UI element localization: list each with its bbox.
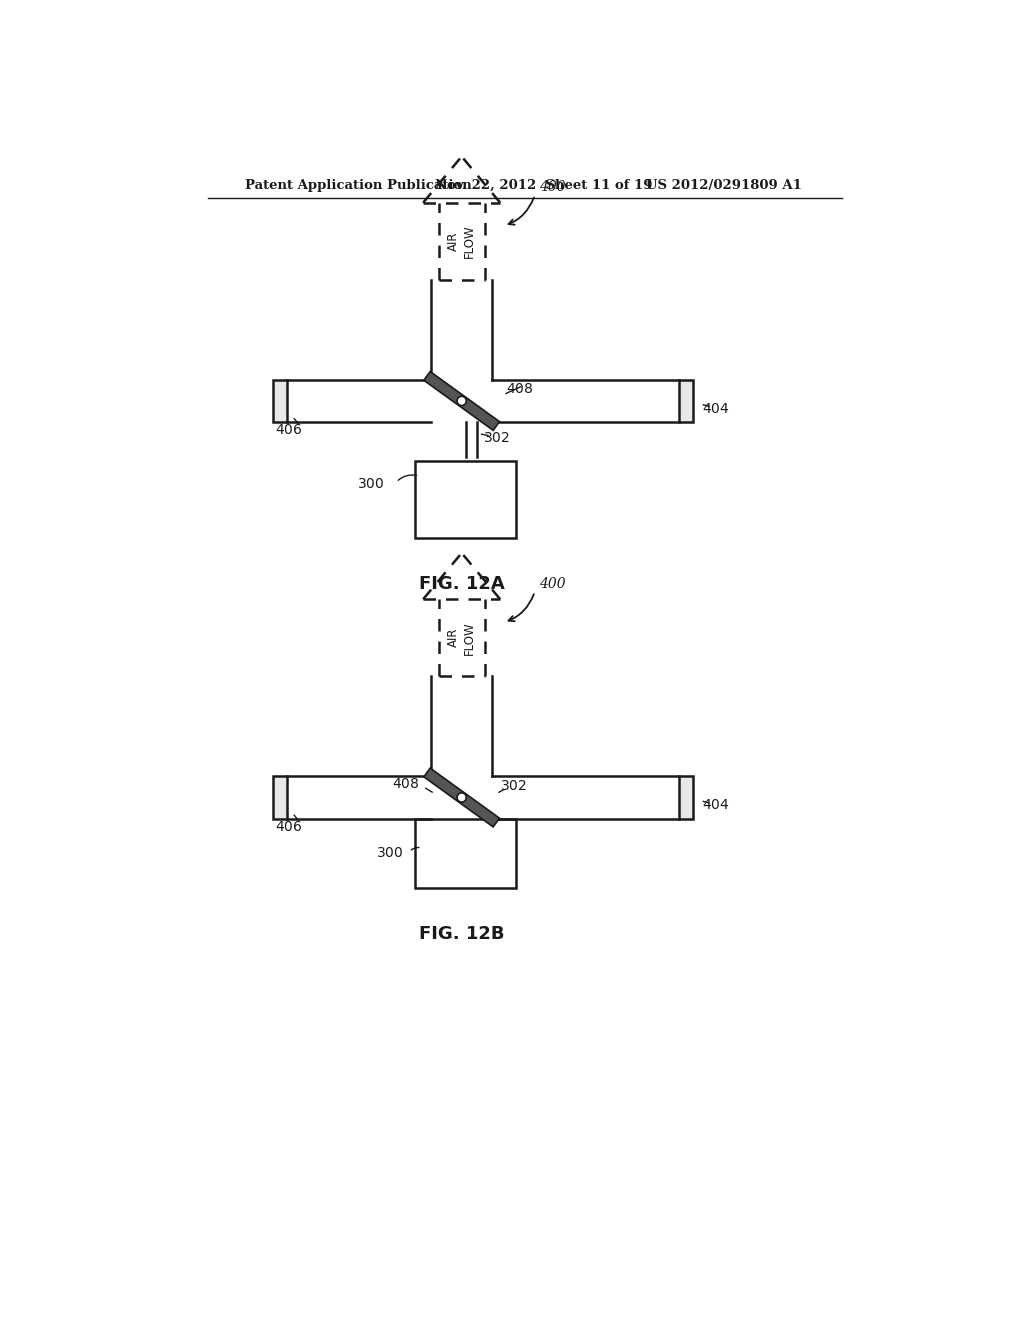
Text: Nov. 22, 2012  Sheet 11 of 19: Nov. 22, 2012 Sheet 11 of 19 [435, 178, 652, 191]
Text: $\mathit{408}$: $\mathit{408}$ [506, 383, 534, 396]
Bar [273, 776, 287, 818]
Text: FIG. 12A: FIG. 12A [419, 574, 505, 593]
Text: 400: 400 [539, 181, 565, 194]
Text: AIR
FLOW: AIR FLOW [447, 620, 476, 655]
Text: $\mathit{404}$: $\mathit{404}$ [701, 401, 729, 416]
Bar [416, 461, 515, 537]
Bar [679, 380, 692, 422]
FancyArrowPatch shape [509, 594, 534, 622]
Text: FIG. 12B: FIG. 12B [419, 925, 505, 944]
Text: $\mathit{408}$: $\mathit{408}$ [392, 776, 419, 791]
Bar [679, 776, 692, 818]
Text: $\mathit{300}$: $\mathit{300}$ [357, 477, 385, 491]
Circle shape [457, 396, 466, 405]
Text: 400: 400 [539, 577, 565, 591]
Text: $\mathit{406}$: $\mathit{406}$ [275, 424, 303, 437]
Text: $\mathit{302}$: $\mathit{302}$ [500, 779, 527, 793]
Text: $\mathit{406}$: $\mathit{406}$ [275, 820, 303, 834]
Text: $\mathit{404}$: $\mathit{404}$ [701, 799, 729, 812]
Text: AIR
FLOW: AIR FLOW [447, 224, 476, 257]
Text: $\mathit{300}$: $\mathit{300}$ [377, 846, 403, 861]
Text: US 2012/0291809 A1: US 2012/0291809 A1 [646, 178, 803, 191]
FancyArrowPatch shape [509, 198, 534, 224]
Polygon shape [424, 371, 500, 430]
Text: Patent Application Publication: Patent Application Publication [245, 178, 471, 191]
Bar [416, 818, 515, 888]
Circle shape [457, 793, 466, 803]
Text: $\mathit{302}$: $\mathit{302}$ [483, 430, 510, 445]
Bar [273, 380, 287, 422]
Polygon shape [424, 768, 500, 826]
